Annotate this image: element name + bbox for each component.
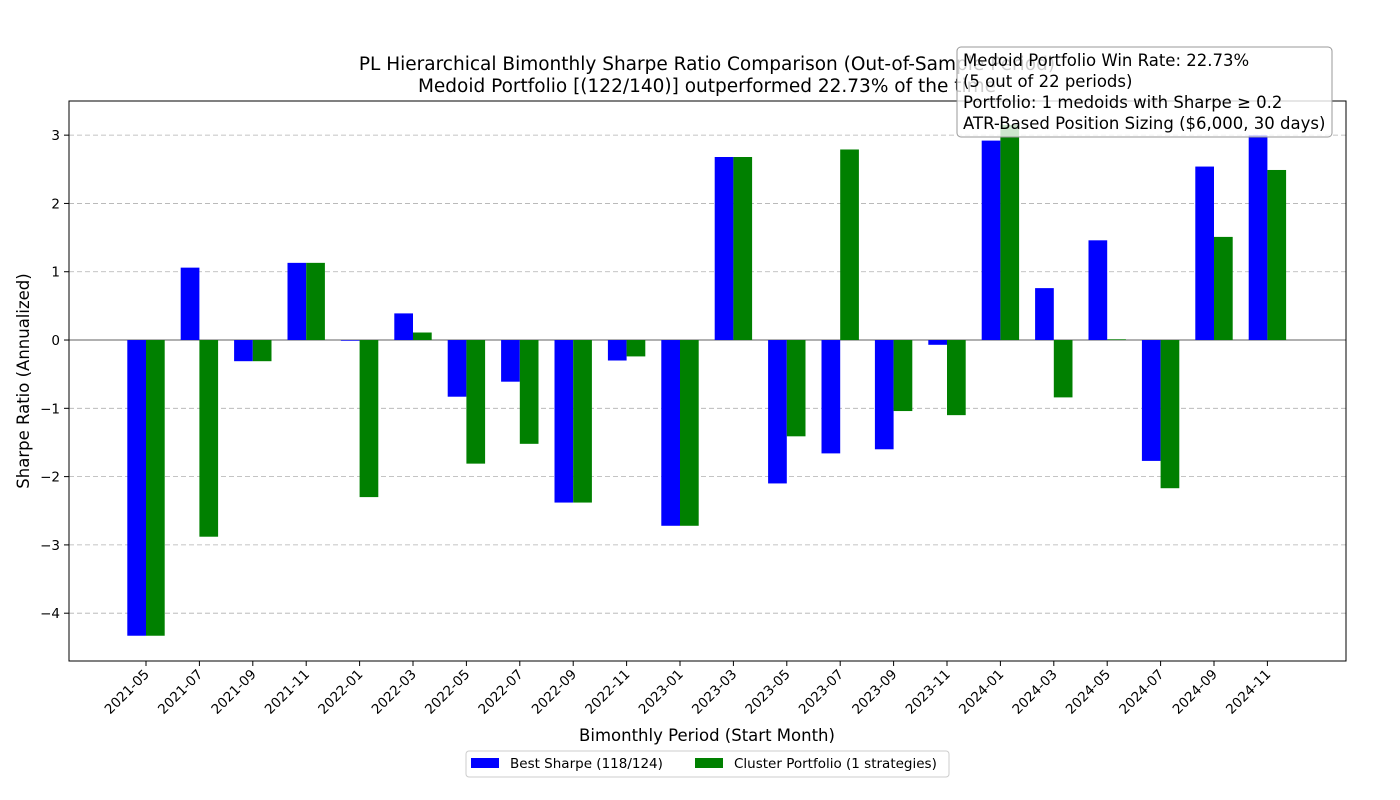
bar-best-sharpe-2023-03 bbox=[714, 157, 734, 341]
x-tick-label: 2021-09 bbox=[208, 667, 259, 718]
bar-cluster-portfolio-2023-01 bbox=[680, 340, 699, 526]
x-tick-label: 2021-11 bbox=[262, 667, 313, 718]
chart-legend: Best Sharpe (118/124) Cluster Portfolio … bbox=[465, 750, 950, 778]
bar-cluster-portfolio-2021-09 bbox=[252, 340, 272, 362]
bar-best-sharpe-2022-01 bbox=[340, 340, 360, 341]
x-tick-label: 2023-11 bbox=[903, 667, 954, 718]
x-axis-ticks: 2021-05 2021-07 2021-09 2021-11 2022-01 2022-… bbox=[102, 661, 1274, 718]
x-tick-label: 2024-09 bbox=[1170, 667, 1221, 718]
x-tick-label: 2024-01 bbox=[956, 667, 1007, 718]
bar-best-sharpe-2021-09 bbox=[234, 340, 253, 362]
chart-title-line-2: Medoid Portfolio [(122/140)] outperforme… bbox=[418, 76, 996, 97]
x-tick-label: 2021-05 bbox=[102, 667, 153, 718]
y-tick-label: −1 bbox=[40, 401, 60, 417]
y-tick-label: −3 bbox=[40, 538, 60, 554]
y-axis-label: Sharpe Ratio (Annualized) bbox=[14, 273, 33, 488]
y-tick-label: −2 bbox=[40, 470, 60, 486]
bar-cluster-portfolio-2023-07 bbox=[840, 149, 859, 341]
bar-best-sharpe-2024-01 bbox=[981, 140, 1001, 341]
bar-cluster-portfolio-2024-09 bbox=[1214, 236, 1233, 341]
x-tick-label: 2023-03 bbox=[689, 667, 740, 718]
bar-cluster-portfolio-2022-09 bbox=[573, 340, 592, 503]
x-tick-label: 2023-01 bbox=[636, 667, 687, 718]
x-tick-label: 2024-07 bbox=[1116, 667, 1167, 718]
x-tick-label: 2024-11 bbox=[1223, 667, 1274, 718]
x-tick-label: 2023-09 bbox=[849, 667, 900, 718]
x-tick-label: 2024-03 bbox=[1009, 667, 1060, 718]
x-tick-label: 2021-07 bbox=[155, 667, 206, 718]
bar-best-sharpe-2022-03 bbox=[394, 313, 413, 341]
annotation-box-background bbox=[956, 46, 1333, 138]
bar-best-sharpe-2023-07 bbox=[821, 340, 841, 454]
x-tick-label: 2022-11 bbox=[582, 667, 633, 718]
y-tick-label: 0 bbox=[51, 333, 60, 349]
bar-cluster-portfolio-2023-11 bbox=[947, 340, 966, 416]
annotation-line-win-rate: Medoid Portfolio Win Rate: 22.73% bbox=[963, 51, 1249, 70]
y-tick-label: 2 bbox=[51, 196, 60, 212]
x-tick-label: 2022-09 bbox=[529, 667, 580, 718]
bar-best-sharpe-2023-11 bbox=[928, 340, 947, 345]
y-tick-label: −4 bbox=[40, 606, 60, 622]
bar-best-sharpe-2021-11 bbox=[287, 262, 307, 341]
bar-best-sharpe-2024-11 bbox=[1248, 135, 1268, 341]
bar-best-sharpe-2024-07 bbox=[1141, 340, 1161, 461]
bar-cluster-portfolio-2024-03 bbox=[1053, 340, 1073, 398]
annotation-line-periods: (5 out of 22 periods) bbox=[963, 72, 1132, 91]
bar-cluster-portfolio-2021-07 bbox=[199, 340, 219, 537]
bar-best-sharpe-2024-03 bbox=[1035, 288, 1054, 341]
bar-cluster-portfolio-2024-11 bbox=[1267, 169, 1287, 341]
x-axis-label: Bimonthly Period (Start Month) bbox=[579, 726, 835, 745]
bar-cluster-portfolio-2022-11 bbox=[626, 340, 646, 357]
x-tick-label: 2022-05 bbox=[422, 667, 473, 718]
y-axis-ticks: −4 −3 −2 −1 0 1 2 3 bbox=[40, 128, 69, 622]
bar-best-sharpe-2022-09 bbox=[554, 340, 574, 503]
bar-best-sharpe-2023-01 bbox=[661, 340, 680, 526]
bar-cluster-portfolio-2022-07 bbox=[519, 340, 539, 444]
bar-cluster-portfolio-2024-01 bbox=[1000, 124, 1020, 341]
win-rate-annotation-box: Medoid Portfolio Win Rate: 22.73% (5 out… bbox=[956, 46, 1333, 138]
bar-best-sharpe-2023-05 bbox=[768, 340, 787, 484]
legend-swatch-cluster-portfolio bbox=[695, 758, 723, 768]
plot-frame bbox=[68, 100, 1347, 662]
y-tick-label: 1 bbox=[51, 265, 60, 281]
legend-label-best-sharpe: Best Sharpe (118/124) bbox=[510, 756, 663, 772]
bar-best-sharpe-2021-07 bbox=[180, 267, 200, 341]
bar-cluster-portfolio-2022-01 bbox=[359, 340, 379, 498]
annotation-line-portfolio: Portfolio: 1 medoids with Sharpe ≥ 0.2 bbox=[963, 93, 1282, 112]
x-tick-label: 2023-05 bbox=[742, 667, 793, 718]
x-tick-label: 2023-07 bbox=[796, 667, 847, 718]
x-tick-label: 2022-03 bbox=[369, 667, 420, 718]
x-tick-label: 2022-01 bbox=[315, 667, 366, 718]
bar-cluster-portfolio-2022-03 bbox=[413, 332, 432, 341]
bars bbox=[127, 124, 1287, 636]
chart-title-line-1: PL Hierarchical Bimonthly Sharpe Ratio C… bbox=[359, 54, 1055, 75]
legend-label-cluster-portfolio: Cluster Portfolio (1 strategies) bbox=[734, 756, 937, 772]
bar-cluster-portfolio-2024-07 bbox=[1160, 340, 1180, 489]
bar-best-sharpe-2024-05 bbox=[1088, 240, 1108, 341]
annotation-line-position-sizing: ATR-Based Position Sizing ($6,000, 30 da… bbox=[963, 114, 1325, 133]
bar-best-sharpe-2022-05 bbox=[447, 340, 467, 397]
bar-cluster-portfolio-2021-11 bbox=[306, 262, 325, 341]
bar-cluster-portfolio-2024-05 bbox=[1107, 339, 1126, 341]
bar-best-sharpe-2021-05 bbox=[127, 340, 146, 636]
bar-cluster-portfolio-2023-09 bbox=[893, 340, 913, 412]
bar-cluster-portfolio-2023-05 bbox=[786, 340, 806, 437]
bar-best-sharpe-2024-09 bbox=[1195, 166, 1214, 341]
legend-swatch-best-sharpe bbox=[471, 758, 499, 768]
bar-cluster-portfolio-2023-03 bbox=[733, 157, 753, 341]
bar-cluster-portfolio-2022-05 bbox=[466, 340, 486, 464]
y-tick-label: 3 bbox=[51, 128, 60, 144]
bar-cluster-portfolio-2021-05 bbox=[146, 340, 165, 636]
x-tick-label: 2022-07 bbox=[475, 667, 526, 718]
bar-best-sharpe-2022-11 bbox=[607, 340, 627, 361]
x-tick-label: 2024-05 bbox=[1063, 667, 1114, 718]
bar-best-sharpe-2022-07 bbox=[501, 340, 520, 382]
bar-best-sharpe-2023-09 bbox=[874, 340, 894, 450]
